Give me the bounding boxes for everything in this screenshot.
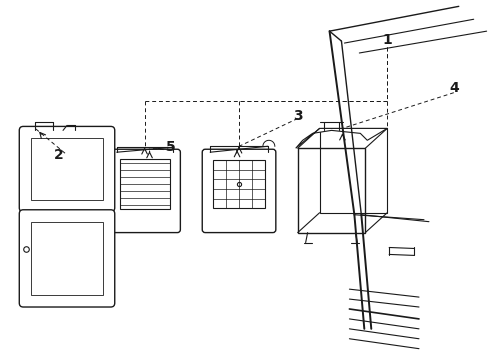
Bar (319, 129, 387, 213)
Text: 5: 5 (166, 140, 175, 154)
FancyBboxPatch shape (202, 149, 276, 233)
Polygon shape (295, 129, 387, 148)
Bar (213, 160, 265, 208)
Bar (31, 222, 103, 295)
Bar (120, 159, 171, 209)
Bar (298, 148, 366, 233)
FancyBboxPatch shape (19, 126, 115, 212)
Text: 3: 3 (293, 109, 302, 122)
Text: 2: 2 (54, 148, 64, 162)
FancyBboxPatch shape (110, 149, 180, 233)
FancyBboxPatch shape (19, 210, 115, 307)
Text: 1: 1 (382, 33, 392, 47)
Text: 4: 4 (449, 81, 459, 95)
Bar (31, 138, 103, 200)
